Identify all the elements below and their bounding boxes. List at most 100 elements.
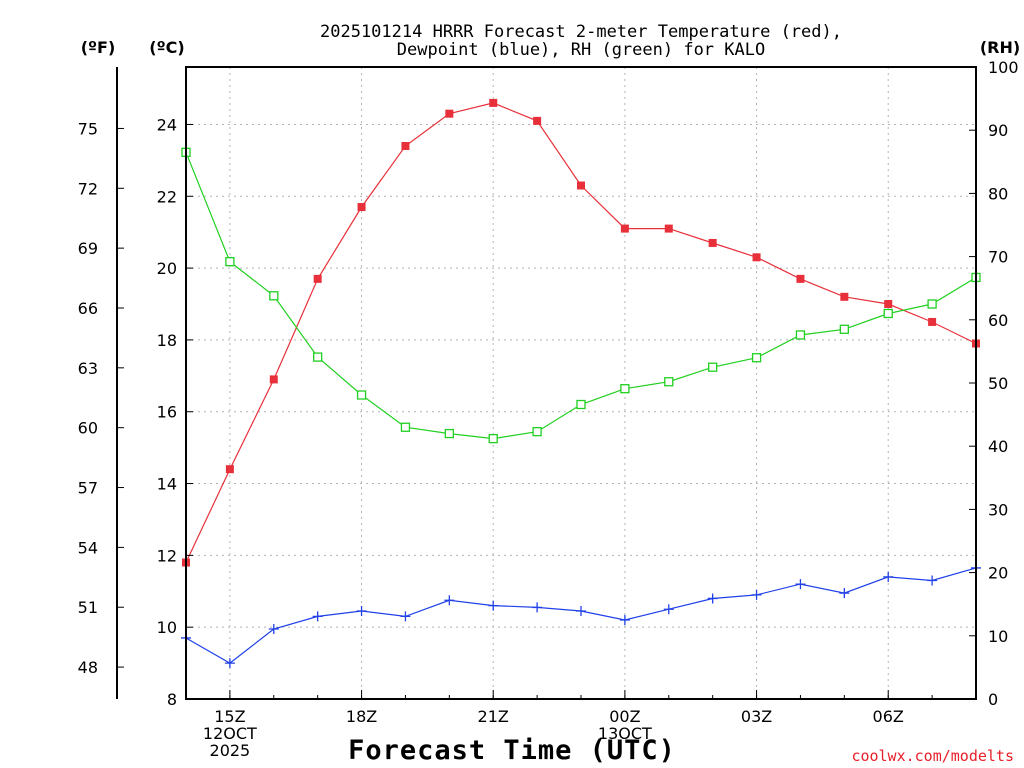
- x-axis-title: Forecast Time (UTC): [348, 735, 676, 766]
- rh-tick-label: 0: [988, 690, 998, 709]
- temperature-line: [185, 102, 977, 563]
- chart-title-line-1: 2025101214 HRRR Forecast 2-meter Tempera…: [320, 22, 842, 42]
- rh-tick-label: 90: [988, 121, 1008, 140]
- rh-point: [313, 352, 323, 362]
- rh-point: [356, 390, 367, 400]
- dewpoint-point: [444, 595, 455, 606]
- dewpoint-point: [356, 606, 367, 617]
- dewpoint-point: [883, 571, 894, 582]
- dewpoint-point: [795, 579, 806, 590]
- rh-point: [269, 291, 279, 301]
- temperature-point: [489, 98, 498, 107]
- x-tick-label: 03Z: [741, 707, 772, 726]
- plot-frame: [185, 66, 977, 700]
- celsius-tick-label: 16: [157, 403, 177, 422]
- dewpoint-point: [839, 588, 850, 599]
- temperature-point: [752, 253, 761, 262]
- temperature-point: [269, 375, 278, 384]
- dewpoint-point: [224, 658, 235, 669]
- x-tick-label: 00Z: [609, 707, 640, 726]
- dewpoint-point: [268, 623, 279, 634]
- rh-point: [225, 257, 235, 267]
- dewpoint-point: [400, 611, 411, 622]
- dewpoint-point: [927, 575, 938, 586]
- celsius-tick-label: 18: [157, 331, 177, 350]
- grid: [186, 67, 976, 699]
- temperature-point: [664, 224, 673, 233]
- x-tick-date-label: 2025: [210, 741, 251, 760]
- dewpoint-point: [707, 593, 718, 604]
- temperature-point: [313, 274, 322, 283]
- fahrenheit-tick-label: 48: [78, 658, 98, 677]
- rh-point: [751, 353, 762, 363]
- rh-point: [927, 299, 937, 309]
- temperature-point: [401, 142, 410, 150]
- dewpoint-point: [312, 611, 323, 622]
- celsius-tick-label: 14: [157, 475, 177, 494]
- rh-point: [795, 330, 806, 340]
- celsius-tick-label: 10: [157, 618, 177, 637]
- rh-point: [444, 428, 454, 439]
- temperature-point: [533, 116, 542, 125]
- fahrenheit-tick-label: 57: [78, 479, 98, 498]
- rh-point: [883, 308, 893, 319]
- fahrenheit-unit-label: (ºF): [81, 38, 116, 57]
- rh-point: [664, 377, 674, 387]
- rh-point: [488, 433, 498, 444]
- fahrenheit-tick-label: 54: [78, 538, 98, 557]
- rh-tick-label: 80: [988, 184, 1008, 203]
- celsius-tick-label: 20: [157, 259, 177, 278]
- rh-point: [839, 324, 849, 334]
- fahrenheit-tick-label: 60: [78, 419, 98, 438]
- dewpoint-point: [532, 602, 543, 613]
- dewpoint-point: [488, 600, 499, 611]
- fahrenheit-tick-label: 69: [78, 239, 98, 258]
- dewpoint-point: [619, 615, 630, 625]
- ticks: 8 10 12 14 16 18 20 22 24 48 51 54 57 60 63 66 69 72 75 0 10…: [78, 58, 1019, 760]
- x-tick-date-label: 12OCT: [203, 724, 257, 743]
- rh-tick-label: 100: [988, 58, 1019, 77]
- celsius-unit-label: (ºC): [149, 38, 184, 57]
- chart-title-line-2: Dewpoint (blue), RH (green) for KALO: [397, 40, 765, 60]
- celsius-tick-label: 22: [157, 187, 177, 206]
- rh-point: [576, 399, 586, 410]
- temperature-point: [840, 292, 849, 301]
- rh-point: [708, 362, 718, 372]
- x-tick-label: 21Z: [478, 707, 509, 726]
- temperature-point: [620, 224, 629, 233]
- rh-tick-label: 40: [988, 437, 1008, 456]
- rh-tick-label: 60: [988, 311, 1008, 330]
- x-tick-label: 06Z: [873, 707, 904, 726]
- temperature-point: [928, 317, 937, 326]
- rh-tick-label: 70: [988, 248, 1008, 267]
- temperature-point: [445, 109, 454, 118]
- celsius-tick-label: 12: [157, 546, 177, 565]
- x-tick-label: 15Z: [214, 707, 245, 726]
- rh-line: [185, 152, 977, 440]
- temperature-point: [357, 203, 366, 212]
- rh-tick-label: 30: [988, 500, 1008, 519]
- x-tick-label: 18Z: [346, 707, 377, 726]
- rh-unit-label: (RH): [980, 38, 1020, 57]
- fahrenheit-tick-label: 63: [78, 359, 98, 378]
- rh-point: [400, 422, 411, 432]
- rh-tick-label: 20: [988, 564, 1008, 583]
- dewpoint-point: [751, 589, 762, 600]
- rh-point: [532, 427, 542, 437]
- celsius-tick-label: 8: [167, 690, 177, 709]
- fahrenheit-tick-label: 51: [78, 598, 98, 617]
- temperature-point: [577, 181, 585, 190]
- temperature-point: [884, 300, 893, 308]
- series-layer: [181, 98, 981, 669]
- temperature-point: [796, 274, 805, 283]
- temperature-point: [225, 465, 234, 474]
- credit-text: coolwx.com/modelts: [851, 747, 1014, 765]
- rh-tick-label: 50: [988, 374, 1008, 393]
- dewpoint-point: [663, 604, 674, 615]
- rh-point: [620, 384, 630, 394]
- x-tick-date-label: 13OCT: [598, 724, 652, 743]
- celsius-tick-label: 24: [157, 115, 177, 134]
- rh-tick-label: 10: [988, 627, 1008, 646]
- fahrenheit-tick-label: 72: [78, 179, 98, 198]
